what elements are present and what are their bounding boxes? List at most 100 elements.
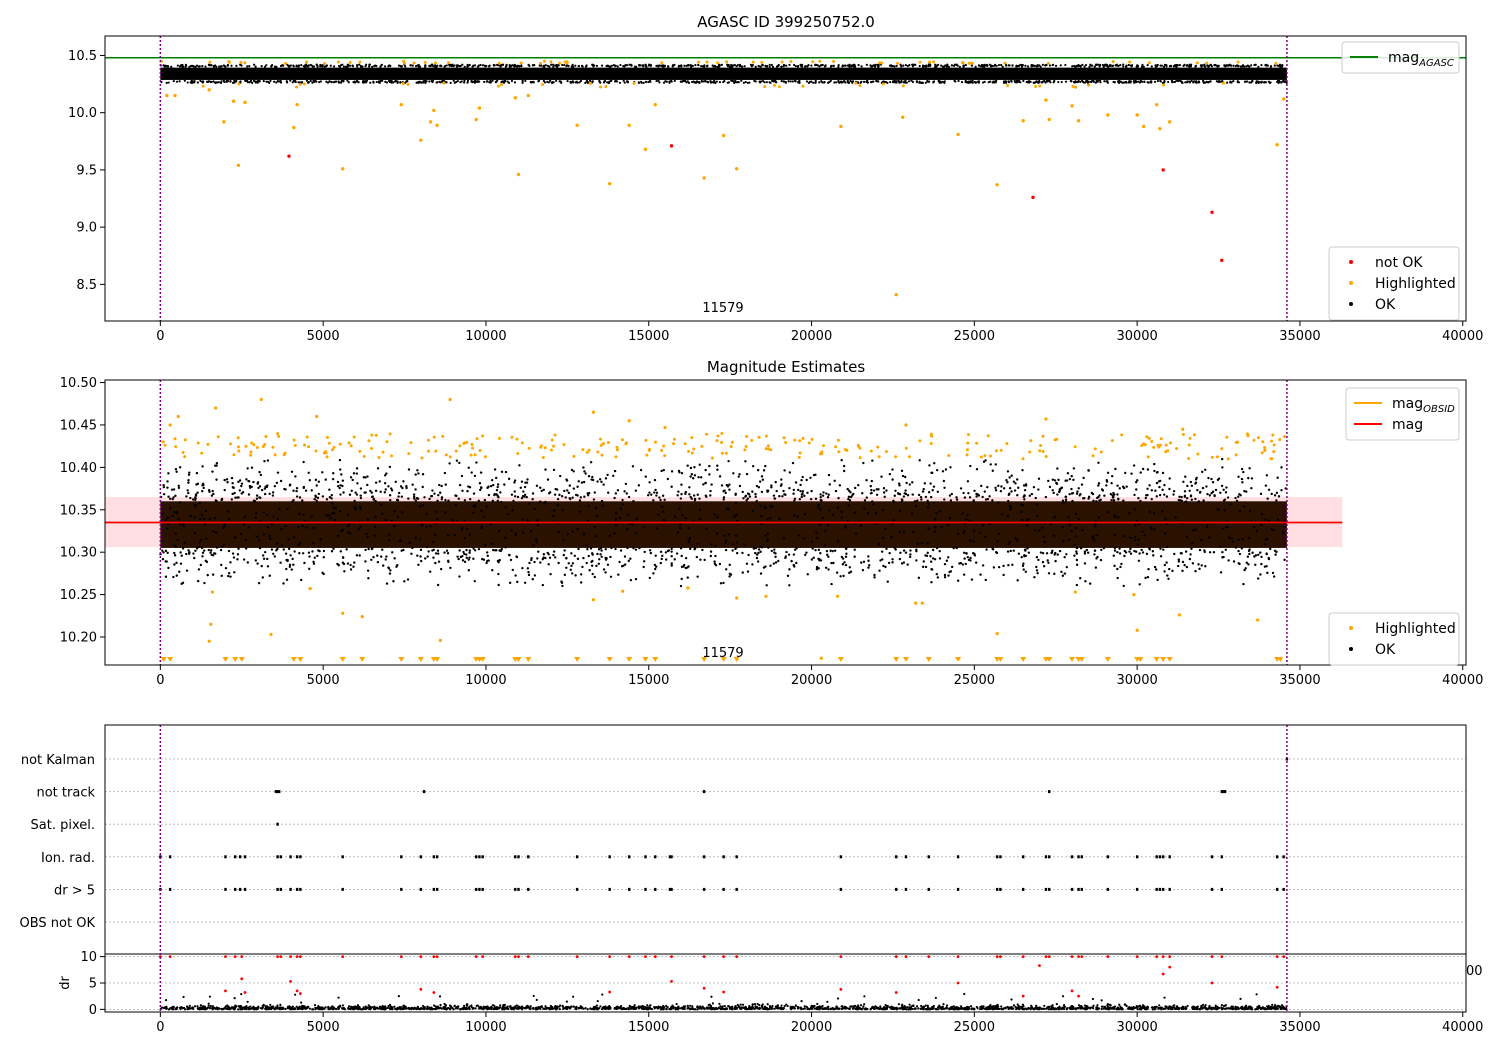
- ok-point: [461, 559, 465, 562]
- ok-point: [1167, 577, 1170, 581]
- ok-point: [1106, 510, 1110, 514]
- highlighted-point: [402, 59, 406, 63]
- ok-point: [895, 80, 898, 83]
- ok-point: [738, 63, 742, 66]
- highlighted-point: [201, 84, 205, 88]
- ok-point: [414, 499, 417, 502]
- ok-point: [496, 485, 499, 489]
- highlighted-point: [837, 450, 841, 454]
- ok-point: [206, 80, 209, 84]
- ok-point: [1079, 577, 1082, 580]
- ok-point: [827, 568, 830, 571]
- ok-point: [966, 555, 969, 559]
- ok-point: [925, 554, 929, 558]
- ok-point: [578, 510, 582, 513]
- ok-point: [1094, 566, 1098, 569]
- ok-point: [1280, 65, 1283, 68]
- ok-point: [266, 80, 270, 83]
- ok-point: [1200, 564, 1203, 567]
- ok-point: [728, 483, 731, 486]
- highlighted-point: [232, 453, 236, 457]
- ok-point: [1009, 549, 1012, 553]
- ok-point: [1015, 65, 1019, 68]
- ok-point: [877, 488, 880, 491]
- ok-point: [171, 514, 174, 518]
- ok-point: [570, 572, 574, 575]
- ok-point: [1125, 81, 1128, 84]
- ok-point: [923, 482, 927, 485]
- ok-point: [196, 579, 200, 583]
- highlighted-point: [960, 61, 964, 65]
- ok-point: [1265, 552, 1268, 556]
- ok-point: [1129, 547, 1132, 551]
- highlighted-point: [326, 435, 330, 439]
- ok-point: [773, 548, 776, 551]
- ok-point: [322, 556, 325, 559]
- ok-point: [1017, 552, 1021, 555]
- ok-point: [805, 478, 808, 482]
- ok-point: [1178, 495, 1181, 498]
- flag-event-mark: [432, 887, 436, 891]
- ok-point: [1012, 480, 1016, 483]
- magnitude-panel-annotation: 11579: [702, 646, 743, 661]
- ok-point: [246, 561, 250, 564]
- ok-point: [891, 478, 894, 481]
- ok-point: [506, 513, 509, 516]
- ok-point: [419, 81, 422, 84]
- ok-point: [586, 548, 589, 551]
- ok-point: [769, 504, 773, 508]
- ok-point: [727, 533, 731, 536]
- ok-point: [869, 81, 873, 84]
- highlighted-point: [1093, 447, 1097, 451]
- ok-point: [579, 573, 583, 576]
- ok-point: [480, 486, 483, 489]
- ok-point: [428, 497, 431, 501]
- ok-point: [687, 565, 690, 568]
- ok-point: [1086, 81, 1089, 84]
- highlighted-point: [565, 61, 569, 65]
- ok-point: [317, 480, 321, 483]
- ok-point: [565, 557, 568, 560]
- ok-point: [279, 479, 283, 483]
- ok-point: [1014, 537, 1017, 540]
- highlighted-point: [1021, 457, 1025, 461]
- ok-point: [593, 526, 597, 529]
- ok-point: [1006, 470, 1010, 473]
- out-of-range-marker: [398, 657, 405, 662]
- ok-point: [348, 493, 352, 496]
- ok-point: [1032, 64, 1035, 67]
- highlighted-point: [716, 61, 720, 65]
- ok-point: [614, 547, 617, 551]
- ok-point: [833, 549, 837, 552]
- ok-point: [844, 555, 848, 559]
- flag-event-mark: [224, 887, 227, 891]
- ok-point: [388, 494, 392, 497]
- dr-ok-point: [859, 1004, 863, 1007]
- ok-point: [1230, 81, 1233, 84]
- highlighted-point: [660, 449, 664, 453]
- ok-point: [706, 81, 710, 84]
- ok-point: [461, 489, 464, 492]
- ok-point: [568, 484, 571, 487]
- ok-point: [254, 559, 258, 562]
- ok-point: [492, 483, 495, 487]
- ok-point: [738, 473, 741, 476]
- ok-point: [778, 517, 781, 520]
- ok-point: [372, 497, 376, 501]
- ok-point: [390, 81, 393, 84]
- ok-point: [514, 534, 517, 537]
- ok-point: [894, 489, 897, 492]
- ok-point: [328, 80, 331, 83]
- ok-point: [962, 573, 966, 576]
- ok-point: [709, 550, 713, 553]
- ok-point: [1061, 525, 1065, 529]
- highlighted-point: [399, 102, 403, 107]
- ok-point: [909, 549, 912, 552]
- ok-point: [230, 476, 234, 480]
- y-tick-label: 10.20: [60, 631, 97, 646]
- ok-point: [1220, 484, 1224, 488]
- ok-point: [593, 575, 596, 579]
- ok-point: [572, 81, 575, 84]
- x-tick-label: 15000: [628, 329, 669, 344]
